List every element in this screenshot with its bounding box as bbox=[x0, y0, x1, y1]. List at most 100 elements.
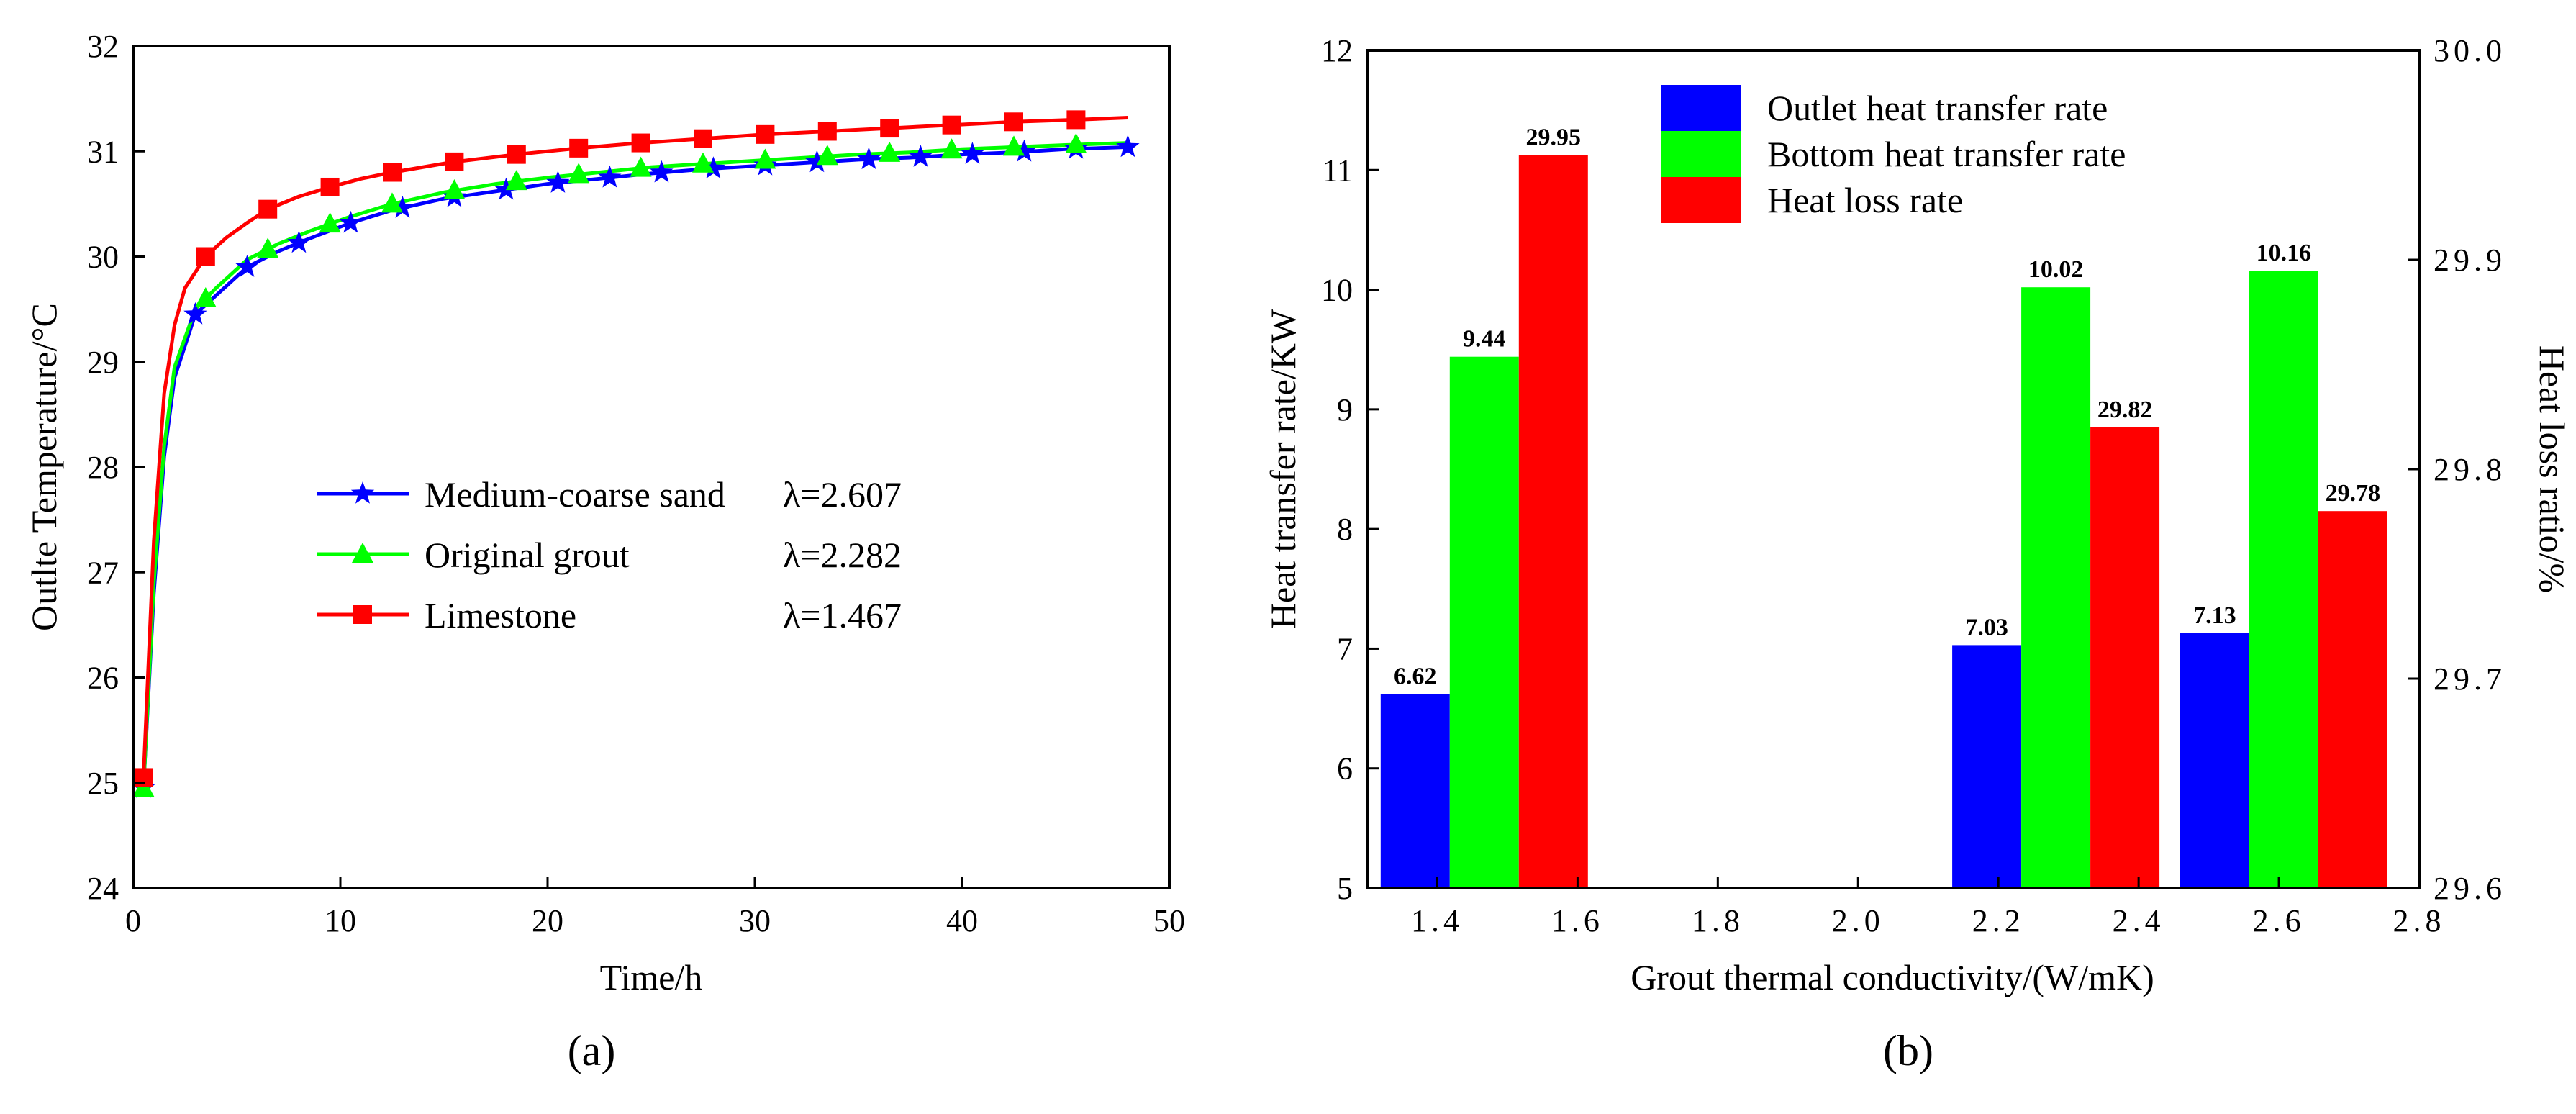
triangle-marker bbox=[692, 152, 714, 173]
square-marker bbox=[1004, 112, 1023, 132]
panel-label-b: (b) bbox=[1883, 1027, 1933, 1074]
legend-label: Heat loss rate bbox=[1767, 180, 1963, 220]
star-marker bbox=[1012, 139, 1036, 162]
x-tick-label-b: 2.8 bbox=[2393, 903, 2446, 938]
star-marker bbox=[287, 230, 311, 253]
legend-swatch bbox=[1661, 85, 1741, 131]
y-tick-label-a: 31 bbox=[87, 134, 119, 169]
bar-heat-loss-rate bbox=[2090, 427, 2160, 888]
legend-lambda: λ=1.467 bbox=[783, 595, 902, 635]
triangle-marker bbox=[754, 148, 776, 169]
star-marker bbox=[1116, 135, 1140, 158]
legend-swatch bbox=[1661, 131, 1741, 177]
legend-lambda: λ=2.282 bbox=[783, 535, 902, 575]
legend-star-marker bbox=[350, 481, 375, 504]
bar-outlet-heat-transfer-rate bbox=[2180, 633, 2249, 888]
square-marker bbox=[196, 247, 215, 266]
x-tick-label-b: 1.4 bbox=[1411, 903, 1464, 938]
triangle-marker bbox=[1003, 135, 1025, 156]
x-axis-label-b: Grout thermal conductivity/(W/mK) bbox=[1631, 957, 2154, 997]
x-tick-label-b: 2.0 bbox=[1832, 903, 1885, 938]
y-tick-label-b: 5 bbox=[1337, 871, 1353, 906]
star-marker bbox=[494, 177, 518, 200]
y-tick-label-b: 12 bbox=[1321, 33, 1353, 68]
data-label: 10.16 bbox=[2257, 240, 2312, 266]
y-tick-label-a: 25 bbox=[87, 766, 119, 801]
legend-label: Medium-coarse sand bbox=[425, 474, 725, 515]
legend-square-marker bbox=[353, 605, 372, 624]
triangle-marker bbox=[630, 156, 652, 177]
panel-b-bar-chart: 1.4 1.6 1.8 2.0 2.2 2.4 2.6 2.8 5 6 7 8 9 10 11 12 29.… bbox=[1263, 33, 2572, 1074]
legend-label: Outlet heat transfer rate bbox=[1767, 88, 2108, 128]
y-tick-label-b: 6 bbox=[1337, 751, 1353, 787]
triangle-marker bbox=[319, 212, 341, 233]
star-marker bbox=[805, 150, 829, 173]
star-marker bbox=[183, 302, 207, 325]
series-line-limestone bbox=[141, 116, 1128, 778]
y-axis-label-a: Outlte Temperature/°C bbox=[24, 303, 64, 631]
square-marker bbox=[569, 138, 589, 158]
bar-heat-loss-rate bbox=[2318, 511, 2387, 888]
y2-tick-label-b: 29.7 bbox=[2434, 661, 2506, 697]
legend-swatch bbox=[1661, 177, 1741, 223]
x-tick-label-a: 50 bbox=[1153, 903, 1185, 938]
x-tick-label-b: 2.6 bbox=[2253, 903, 2305, 938]
triangle-marker bbox=[381, 192, 403, 213]
star-marker bbox=[546, 171, 570, 193]
star-marker bbox=[598, 165, 622, 188]
bar-bottom-heat-transfer-rate bbox=[2249, 271, 2318, 888]
bar-bottom-heat-transfer-rate bbox=[2021, 287, 2091, 888]
legend-a: Medium-coarse sand λ=2.607 Original grout λ… bbox=[317, 474, 902, 635]
data-label: 29.78 bbox=[2326, 480, 2381, 507]
legend-label: Original grout bbox=[425, 535, 630, 575]
y2-tick-label-b: 29.6 bbox=[2434, 871, 2506, 906]
star-marker bbox=[702, 156, 725, 178]
square-marker bbox=[694, 129, 712, 148]
y-axis-label-b: Heat transfer rate/KW bbox=[1263, 309, 1303, 629]
x-tick-label-a: 0 bbox=[125, 903, 141, 938]
y2-axis-label-b: Heat loss ratio/% bbox=[2532, 345, 2572, 593]
y-tick-label-b: 11 bbox=[1323, 153, 1353, 188]
triangle-marker bbox=[879, 141, 901, 162]
y-tick-label-a: 26 bbox=[87, 661, 119, 696]
triangle-marker bbox=[940, 138, 963, 159]
square-marker bbox=[134, 768, 153, 787]
bar-heat-loss-rate bbox=[1518, 155, 1588, 888]
y-tick-label-a: 30 bbox=[87, 240, 119, 275]
triangle-marker bbox=[443, 178, 466, 199]
y-tick-label-a: 24 bbox=[87, 871, 119, 906]
x-tick-label-b: 2.4 bbox=[2113, 903, 2165, 938]
bar-outlet-heat-transfer-rate bbox=[1952, 645, 2022, 888]
square-marker bbox=[631, 133, 650, 153]
x-axis-label-a: Time/h bbox=[600, 957, 703, 997]
x-tick-label-a: 30 bbox=[739, 903, 771, 938]
triangle-marker bbox=[816, 145, 838, 166]
square-marker bbox=[258, 199, 278, 219]
square-marker bbox=[383, 163, 402, 182]
y2-tick-label-b: 30.0 bbox=[2434, 33, 2506, 68]
square-marker bbox=[1066, 110, 1086, 130]
x-tick-label-b: 1.8 bbox=[1692, 903, 1744, 938]
y2-tick-label-b: 29.8 bbox=[2434, 452, 2506, 487]
x-tick-label-b: 2.2 bbox=[1972, 903, 2025, 938]
x-tick-label-b: 1.6 bbox=[1551, 903, 1604, 938]
y-tick-label-b: 8 bbox=[1337, 512, 1353, 547]
panel-a-line-chart: 0 10 20 30 40 50 24 25 26 27 28 29 30 31 32 Time/h Ou… bbox=[24, 29, 1185, 1074]
y-tick-label-b: 10 bbox=[1321, 273, 1353, 308]
y-tick-label-a: 32 bbox=[87, 29, 119, 64]
triangle-marker bbox=[194, 287, 217, 307]
legend-b: Outlet heat transfer rate Bottom heat tra… bbox=[1661, 85, 2126, 223]
data-label: 29.82 bbox=[2097, 397, 2153, 423]
data-label: 6.62 bbox=[1394, 664, 1437, 690]
square-marker bbox=[817, 122, 837, 141]
square-marker bbox=[507, 145, 526, 164]
star-marker bbox=[339, 210, 363, 233]
panel-label-a: (a) bbox=[568, 1027, 616, 1074]
x-tick-label-a: 40 bbox=[946, 903, 978, 938]
x-tick-label-a: 10 bbox=[325, 903, 356, 938]
triangle-marker bbox=[257, 237, 279, 258]
square-marker bbox=[942, 115, 961, 135]
star-marker bbox=[909, 145, 933, 167]
y-tick-label-a: 28 bbox=[87, 450, 119, 485]
